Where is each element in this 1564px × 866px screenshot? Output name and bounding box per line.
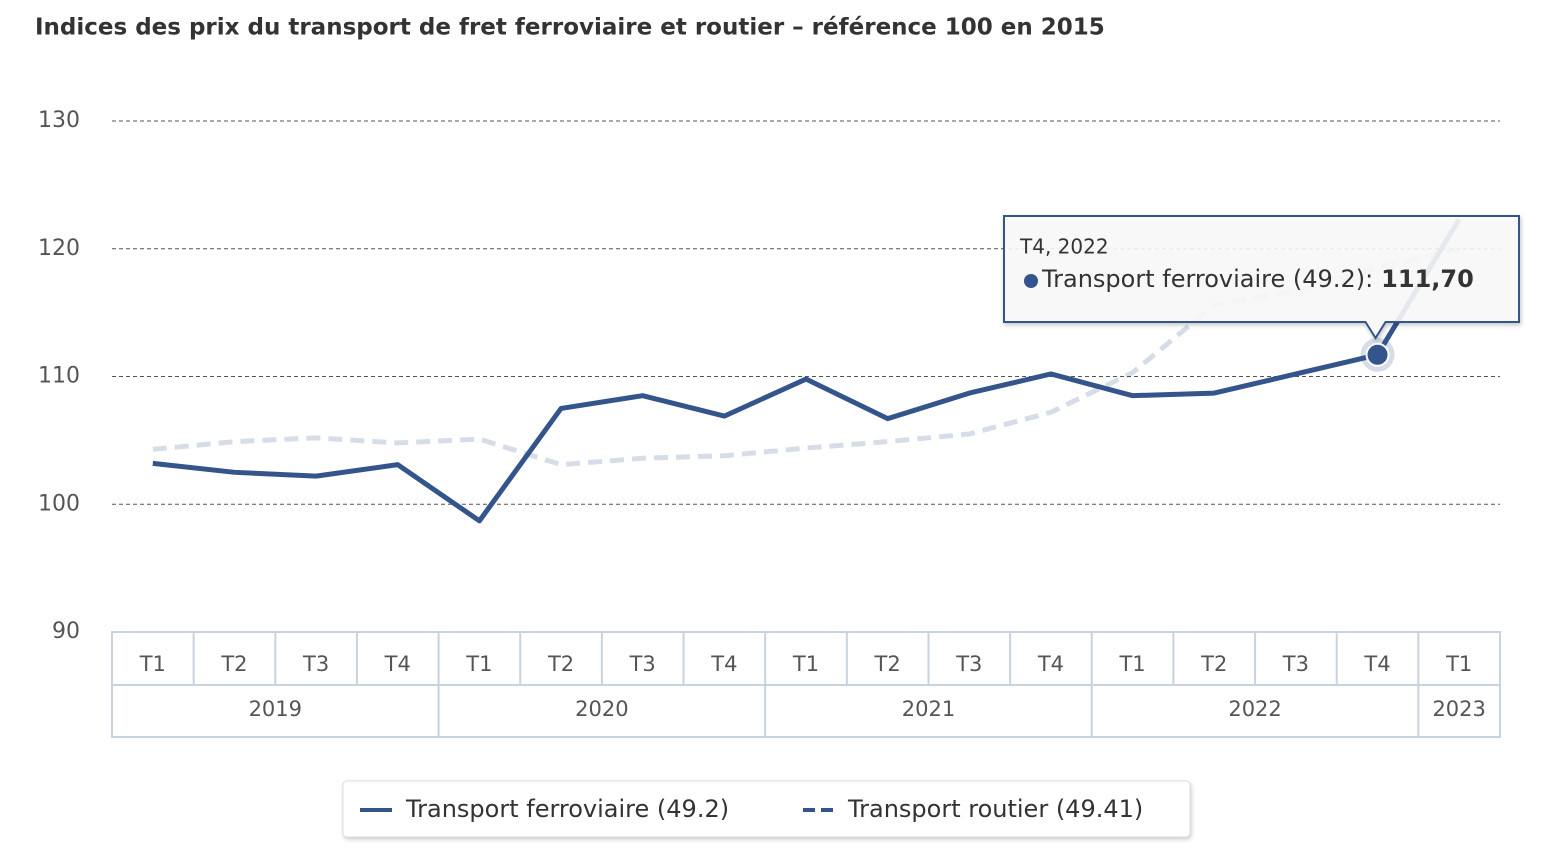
legend-box bbox=[342, 780, 1191, 838]
x-tick-label: T4 bbox=[1363, 652, 1390, 676]
x-tick-label: T3 bbox=[302, 652, 329, 676]
x-tick-label: T3 bbox=[1282, 652, 1309, 676]
x-group-label: 2022 bbox=[1228, 697, 1281, 721]
series-line bbox=[152, 218, 1462, 524]
x-tick-label: T2 bbox=[874, 652, 901, 676]
x-group-label: 2019 bbox=[249, 697, 302, 721]
chart-title: Indices des prix du transport de fret fe… bbox=[35, 15, 1105, 41]
y-tick-label: 130 bbox=[38, 108, 80, 133]
tooltip-box bbox=[1003, 215, 1520, 340]
x-tick-label: T4 bbox=[384, 652, 411, 676]
x-tick-label: T2 bbox=[547, 652, 574, 676]
y-tick-label: 90 bbox=[52, 619, 80, 644]
tooltip-line: Transport ferroviaire (49.2): 111,70 bbox=[1041, 265, 1474, 293]
x-tick-label: T4 bbox=[1037, 652, 1064, 676]
tooltip-value: 111,70 bbox=[1381, 265, 1474, 293]
x-tick-label: T2 bbox=[1200, 652, 1227, 676]
y-tick-label: 100 bbox=[38, 491, 80, 516]
x-tick-label: T2 bbox=[220, 652, 247, 676]
x-tick-label: T3 bbox=[629, 652, 656, 676]
legend-label: Transport ferroviaire (49.2) bbox=[405, 795, 729, 823]
x-tick-label: T4 bbox=[710, 652, 737, 676]
x-tick-label: T1 bbox=[792, 652, 819, 676]
legend-label: Transport routier (49.41) bbox=[847, 795, 1143, 823]
x-group-label: 2023 bbox=[1432, 697, 1485, 721]
x-tick-label: T1 bbox=[1118, 652, 1145, 676]
tooltip-dot bbox=[1024, 274, 1038, 288]
x-tick-label: T1 bbox=[465, 652, 492, 676]
highlight-point bbox=[1365, 342, 1390, 367]
tooltip-title: T4, 2022 bbox=[1019, 235, 1109, 259]
x-tick-label: T1 bbox=[139, 652, 166, 676]
y-tick-label: 120 bbox=[38, 236, 80, 261]
tooltip-label: Transport ferroviaire (49.2): bbox=[1041, 265, 1373, 293]
x-tick-label: T3 bbox=[955, 652, 982, 676]
legend: Transport ferroviaire (49.2) Transport ro… bbox=[342, 780, 1191, 838]
x-group-label: 2021 bbox=[902, 697, 955, 721]
x-group-label: 2020 bbox=[575, 697, 628, 721]
tooltip: T4, 2022 Transport ferroviaire (49.2): 111… bbox=[1003, 215, 1520, 340]
x-tick-label: T1 bbox=[1445, 652, 1472, 676]
y-tick-label: 110 bbox=[38, 364, 80, 389]
